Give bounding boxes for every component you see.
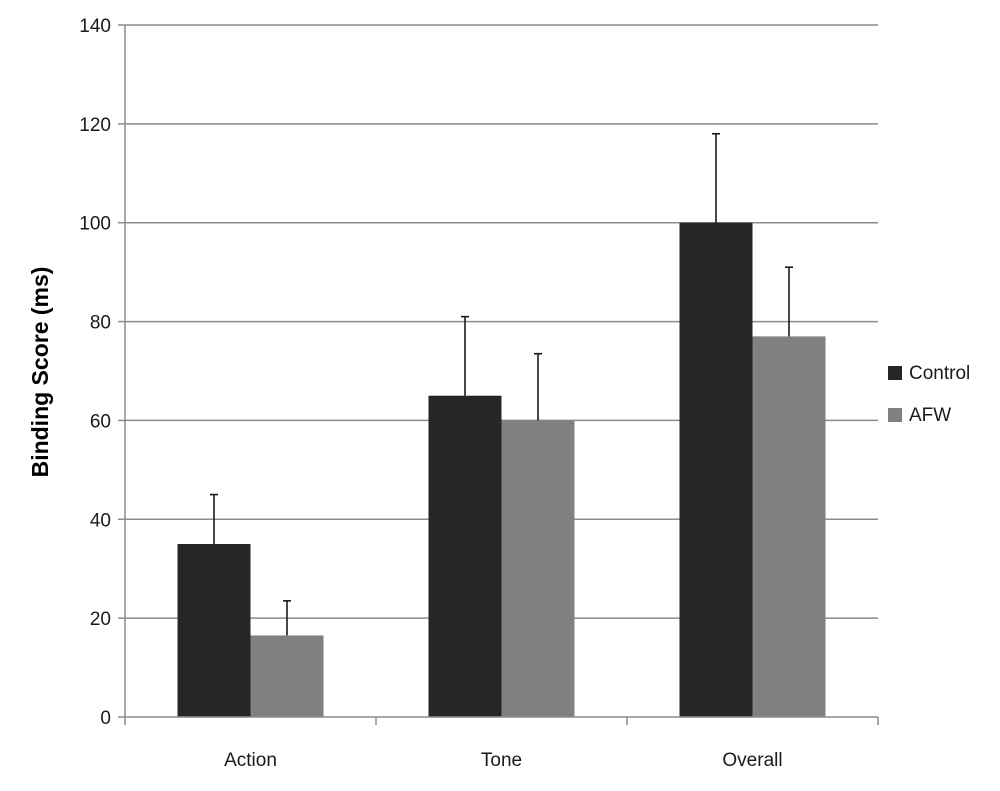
bar-afw-tone — [501, 420, 575, 717]
y-tick-label: 100 — [79, 214, 111, 235]
x-category-label: Tone — [481, 750, 522, 771]
legend: Control AFW — [888, 363, 970, 426]
bar-control-action — [177, 544, 251, 717]
bars — [177, 222, 826, 717]
error-bars — [210, 132, 793, 636]
x-category-label: Action — [224, 750, 277, 771]
y-tick-label: 40 — [90, 510, 111, 531]
legend-label: Control — [909, 363, 970, 384]
bar-afw-overall — [752, 336, 826, 717]
bar-control-overall — [679, 222, 753, 717]
x-category-labels: Action Tone Overall — [224, 750, 783, 771]
y-tick-label: 80 — [90, 313, 111, 334]
bar-control-tone — [428, 395, 502, 717]
y-tick-label: 60 — [90, 411, 111, 432]
y-tick-labels: 0 20 40 60 80 100 120 140 — [79, 16, 111, 729]
y-tick-label: 120 — [79, 115, 111, 136]
y-tick-label: 20 — [90, 609, 111, 630]
legend-label: AFW — [909, 405, 951, 426]
bar-afw-action — [250, 635, 324, 717]
y-tick-label: 0 — [100, 708, 111, 729]
y-axis-title: Binding Score (ms) — [27, 267, 53, 478]
legend-swatch — [888, 366, 902, 380]
legend-swatch — [888, 408, 902, 422]
axes — [118, 24, 879, 725]
y-tick-label: 140 — [79, 16, 111, 37]
x-category-label: Overall — [722, 750, 782, 771]
